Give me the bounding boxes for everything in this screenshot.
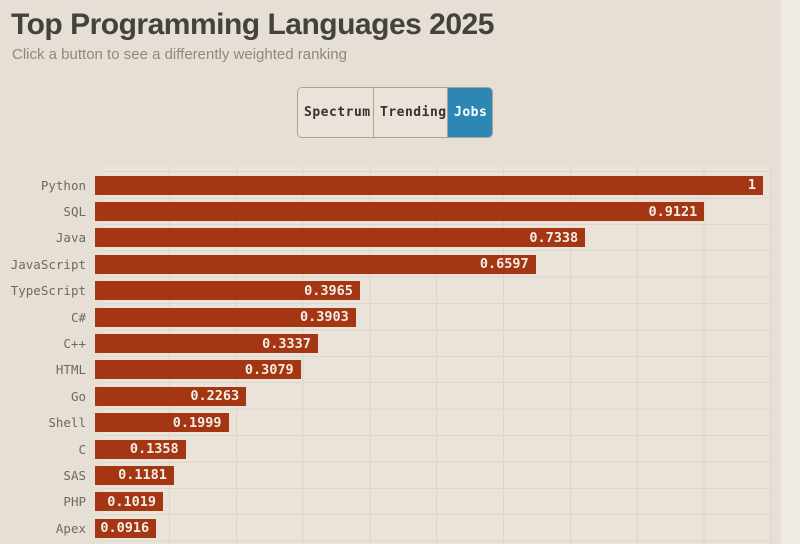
category-label: Apex (55, 520, 86, 536)
category-label: JavaScript (10, 256, 86, 272)
bar-track: 0.3903 (95, 307, 763, 327)
category-label: SAS (63, 467, 86, 483)
page-edge-strip (781, 0, 800, 544)
ranking-toggle-group: Spectrum Trending Jobs (297, 87, 493, 138)
category-label: SQL (63, 204, 86, 220)
bar: 0.0916 (95, 518, 157, 538)
value-label: 0.1358 (129, 441, 179, 458)
chart-row: TypeScript 0.3965 (0, 278, 781, 304)
value-label: 0.3903 (299, 309, 349, 326)
chart-row: C 0.1358 (0, 436, 781, 462)
page-title: Top Programming Languages 2025 (11, 8, 494, 41)
bar: 0.3079 (95, 360, 301, 380)
spectrum-button[interactable]: Spectrum (298, 88, 374, 137)
category-label: PHP (63, 494, 86, 510)
value-label: 0.0916 (100, 520, 150, 537)
jobs-button[interactable]: Jobs (448, 88, 492, 137)
value-label: 0.1999 (172, 414, 222, 431)
bar-track: 0.9121 (95, 202, 763, 222)
bar-track: 0.3337 (95, 334, 763, 354)
chart-row: Python 1 (0, 172, 781, 198)
value-label: 0.2263 (190, 388, 240, 405)
chart-row: Shell 0.1999 (0, 410, 781, 436)
value-label: 0.9121 (648, 203, 698, 220)
bar: 0.2263 (95, 386, 247, 406)
bar: 0.3965 (95, 281, 360, 301)
value-label: 1 (747, 177, 756, 194)
chart-row: C# 0.3903 (0, 304, 781, 330)
bar-track: 0.1999 (95, 413, 763, 433)
bar-track: 0.6597 (95, 254, 763, 274)
chart-row: SQL 0.9121 (0, 198, 781, 224)
bar: 0.7338 (95, 228, 586, 248)
chart-row: Apex 0.0916 (0, 515, 781, 541)
bar-track: 0.7338 (95, 228, 763, 248)
category-label: C++ (63, 336, 86, 352)
bar: 0.1181 (95, 465, 174, 485)
bar-track: 1 (95, 175, 763, 195)
value-label: 0.6597 (479, 256, 529, 273)
bar: 0.6597 (95, 254, 536, 274)
bar-track: 0.3965 (95, 281, 763, 301)
category-label: Shell (48, 415, 86, 431)
bar: 0.1358 (95, 439, 186, 459)
category-label: C# (70, 309, 86, 325)
value-label: 0.3079 (244, 361, 294, 378)
bar-chart: Python 1 SQL 0.9121 Java 0.7338 JavaScri… (0, 172, 781, 541)
chart-row: HTML 0.3079 (0, 357, 781, 383)
bar: 0.1999 (95, 413, 229, 433)
page-header: Top Programming Languages 2025 Click a b… (11, 8, 494, 63)
category-label: Java (55, 230, 86, 246)
chart-row: Java 0.7338 (0, 225, 781, 251)
chart-row: Go 0.2263 (0, 383, 781, 409)
bar: 0.9121 (95, 202, 705, 222)
bar-track: 0.1358 (95, 439, 763, 459)
bar: 0.1019 (95, 492, 164, 512)
value-label: 0.1181 (118, 467, 167, 484)
category-label: C (78, 441, 86, 457)
page-subtitle: Click a button to see a differently weig… (12, 46, 347, 63)
bar: 0.3337 (95, 334, 318, 354)
chart-row: C++ 0.3337 (0, 330, 781, 356)
value-label: 0.1019 (107, 493, 157, 510)
value-label: 0.3337 (262, 335, 311, 352)
value-label: 0.3965 (304, 282, 353, 299)
value-label: 0.7338 (529, 229, 579, 246)
bar: 0.3903 (95, 307, 356, 327)
bar-track: 0.0916 (95, 518, 763, 538)
category-label: TypeScript (10, 283, 86, 299)
bar-track: 0.1019 (95, 492, 763, 512)
chart-row: SAS 0.1181 (0, 462, 781, 488)
bar: 1 (95, 175, 763, 195)
category-label: Go (70, 388, 86, 404)
chart-row: JavaScript 0.6597 (0, 251, 781, 277)
category-label: HTML (55, 362, 86, 378)
trending-button[interactable]: Trending (374, 88, 448, 137)
bar-track: 0.1181 (95, 465, 763, 485)
bar-track: 0.3079 (95, 360, 763, 380)
category-label: Python (40, 177, 86, 193)
bar-track: 0.2263 (95, 386, 763, 406)
chart-row: PHP 0.1019 (0, 489, 781, 515)
